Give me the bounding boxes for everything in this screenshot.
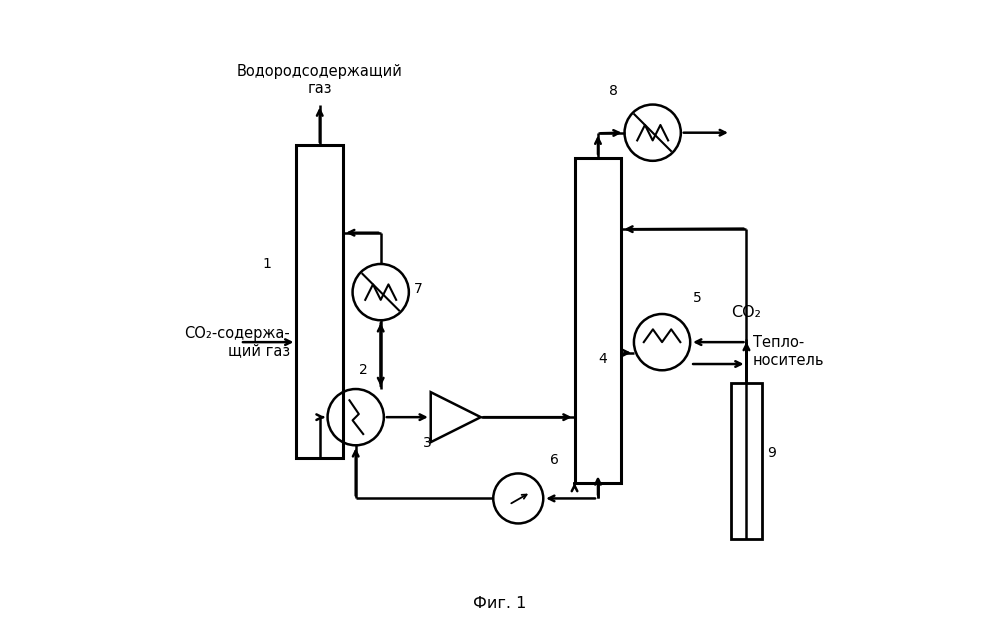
Bar — [574, 158, 621, 483]
Text: 2: 2 — [359, 362, 368, 377]
Text: 3: 3 — [424, 436, 432, 450]
Text: Фиг. 1: Фиг. 1 — [473, 596, 526, 611]
Text: 1: 1 — [263, 257, 272, 271]
Text: 5: 5 — [693, 291, 702, 305]
Text: Тепло-
носитель: Тепло- носитель — [752, 335, 824, 368]
Text: 9: 9 — [767, 446, 776, 460]
Text: Водородсодержащий
газ: Водородсодержащий газ — [237, 64, 403, 96]
Bar — [731, 383, 762, 539]
Text: 7: 7 — [414, 282, 423, 296]
Text: 8: 8 — [609, 84, 618, 99]
Bar — [297, 145, 344, 458]
Text: CO₂: CO₂ — [731, 305, 761, 320]
Text: CO₂-содержа-
щий газ: CO₂-содержа- щий газ — [184, 326, 290, 359]
Text: 4: 4 — [598, 352, 606, 366]
Text: 6: 6 — [549, 453, 558, 467]
